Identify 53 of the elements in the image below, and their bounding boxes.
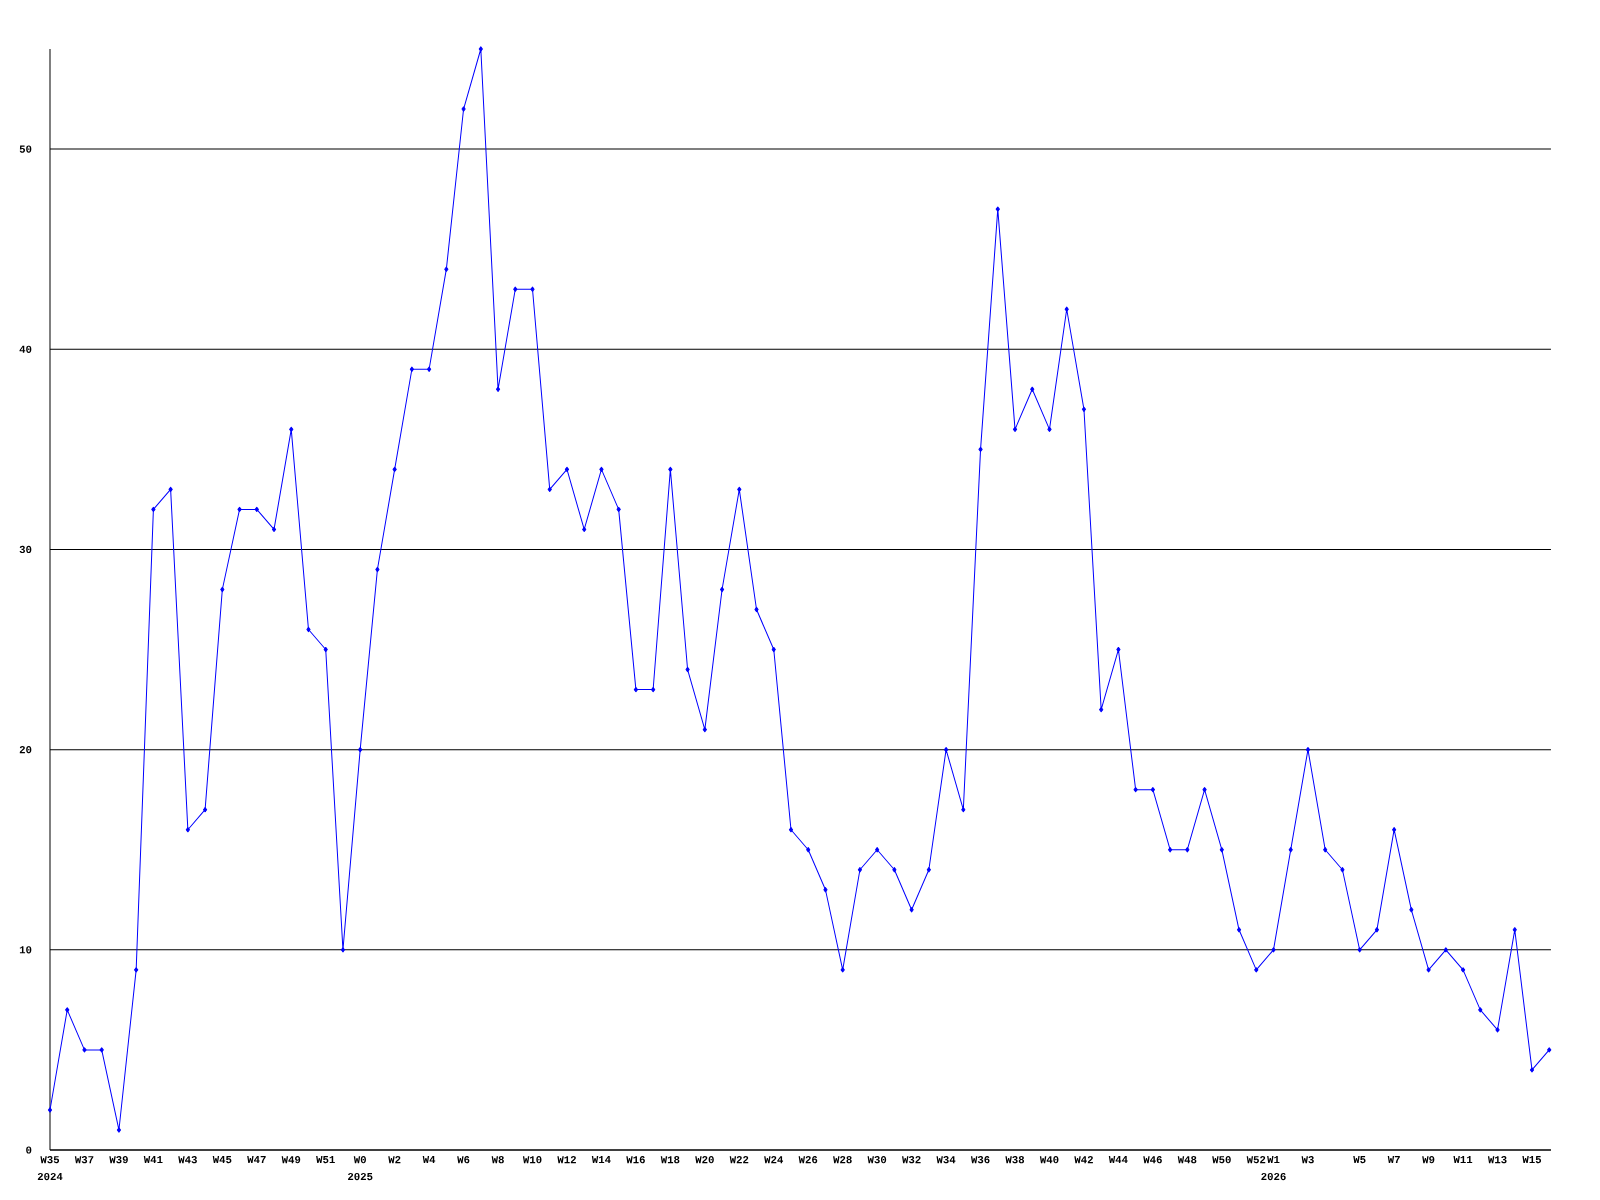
y-tick-label: 50	[19, 145, 32, 153]
x-tick-label: W26	[798, 1156, 818, 1164]
x-tick-label: W47	[247, 1156, 266, 1164]
x-tick-label: W24	[764, 1156, 784, 1164]
x-tick-label: W22	[729, 1156, 749, 1164]
x-tick-label: W6	[457, 1156, 470, 1164]
x-tick-label: W10	[522, 1156, 542, 1164]
x-tick-label: W45	[212, 1156, 232, 1164]
x-tick-label: W20	[695, 1156, 714, 1164]
x-tick-label: W52	[1246, 1156, 1266, 1164]
x-tick-label: W51	[316, 1156, 335, 1164]
x-tick-label: W46	[1143, 1156, 1162, 1164]
x-tick-label: W34	[936, 1156, 956, 1164]
x-tick-label: W28	[833, 1156, 852, 1164]
x-tick-label: W39	[109, 1156, 128, 1164]
x-tick-label: W44	[1108, 1156, 1128, 1164]
y-tick-label: 10	[19, 946, 32, 954]
x-tick-label: W5	[1353, 1156, 1366, 1164]
x-tick-label: W15	[1522, 1156, 1542, 1164]
x-tick-label: W14	[591, 1156, 611, 1164]
x-tick-label: W9	[1422, 1156, 1435, 1164]
x-tick-label: W0	[353, 1156, 366, 1164]
x-tick-label: W13	[1487, 1156, 1507, 1164]
x-tick-label: W1	[1267, 1156, 1280, 1164]
y-tick-label: 0	[26, 1146, 32, 1154]
x-tick-label: W3	[1301, 1156, 1314, 1164]
x-tick-label: W2	[388, 1156, 401, 1164]
x-tick-label: W32	[902, 1156, 921, 1164]
x-tick-label: W49	[281, 1156, 301, 1164]
text: 2026	[1261, 1172, 1286, 1181]
x-tick-label: W7	[1387, 1156, 1400, 1164]
x-tick-label: W37	[74, 1156, 94, 1164]
y-tick-label: 20	[19, 746, 32, 754]
x-tick-label: W43	[178, 1156, 197, 1164]
y-tick-label: 30	[19, 545, 32, 554]
x-tick-label: W41	[143, 1156, 163, 1164]
x-tick-label: W12	[557, 1156, 576, 1164]
x-tick-label: W30	[867, 1156, 887, 1164]
text: 2024	[37, 1172, 63, 1181]
x-tick-label: W18	[660, 1156, 680, 1164]
x-tick-label: W40	[1039, 1156, 1059, 1164]
x-tick-label: W11	[1453, 1156, 1473, 1164]
x-tick-label: W48	[1177, 1156, 1197, 1164]
x-tick-label: W42	[1074, 1156, 1093, 1164]
x-tick-label: W36	[970, 1156, 990, 1164]
y-tick-label: 40	[19, 345, 32, 353]
x-tick-label: W38	[1005, 1156, 1025, 1164]
x-tick-label: W4	[422, 1156, 436, 1164]
x-tick-label: W35	[40, 1156, 60, 1164]
x-tick-label: W16	[626, 1156, 645, 1164]
x-tick-label: W50	[1212, 1156, 1231, 1164]
text: 2025	[348, 1172, 373, 1181]
x-tick-label: W8	[491, 1156, 504, 1164]
